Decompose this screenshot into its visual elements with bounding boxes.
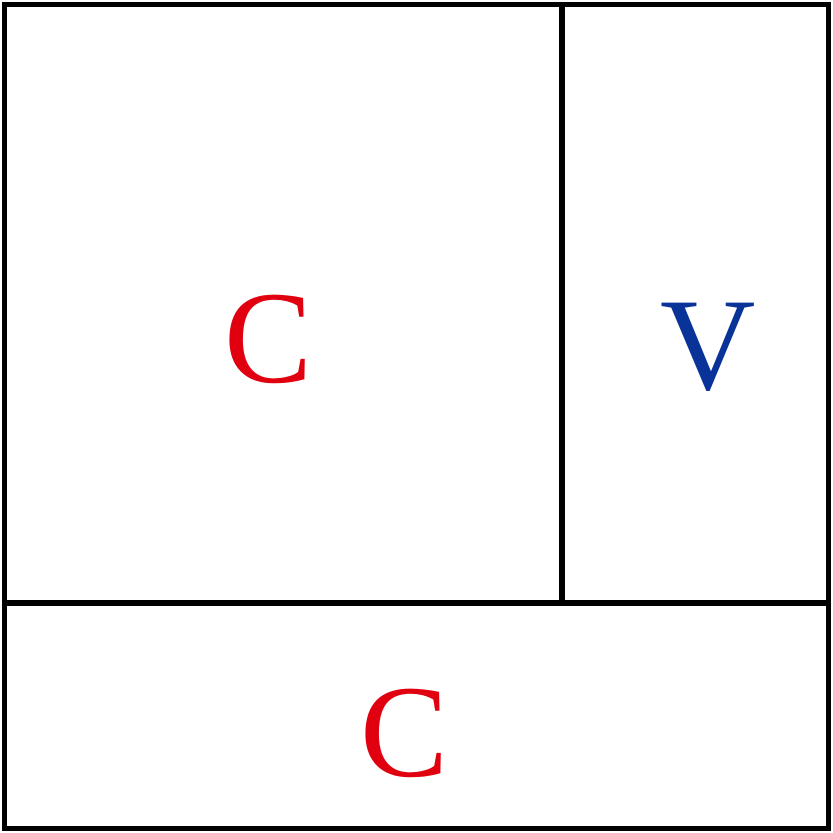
top-right-cell: V <box>565 7 826 600</box>
horizontal-divider <box>2 600 831 606</box>
vertical-divider <box>559 2 565 605</box>
top-left-cell-label: C <box>224 264 313 411</box>
bottom-cell-label: C <box>360 658 449 805</box>
top-right-cell-label: V <box>660 271 756 418</box>
